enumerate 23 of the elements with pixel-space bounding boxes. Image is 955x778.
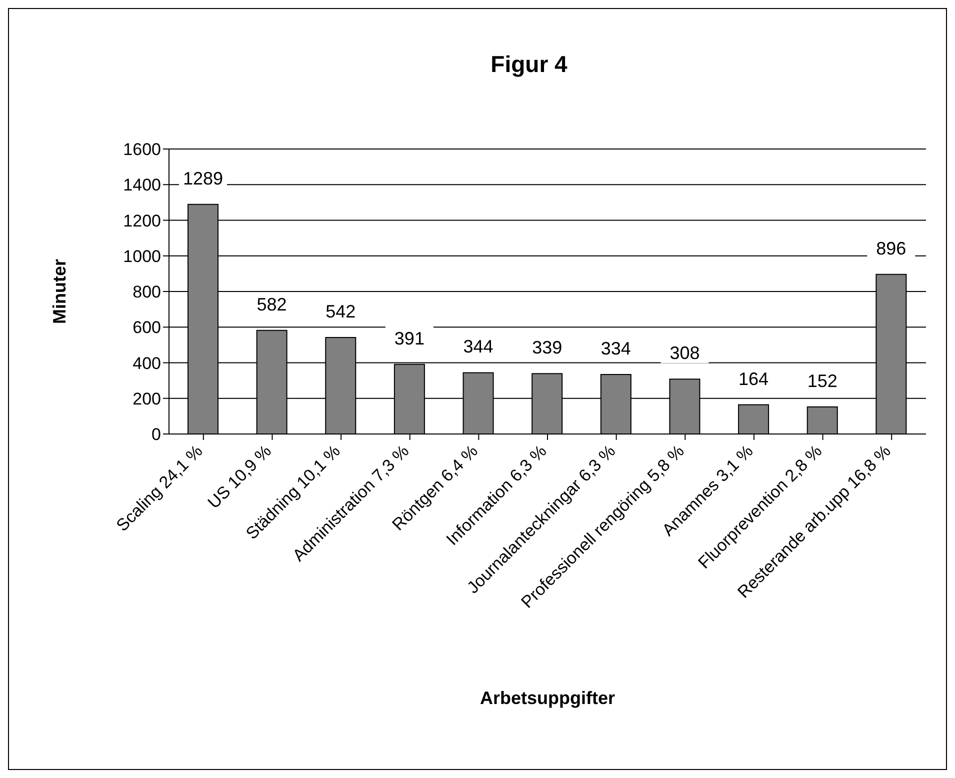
data-label: 542 <box>326 301 356 322</box>
data-label: 334 <box>600 338 631 359</box>
data-label: 391 <box>394 328 424 348</box>
data-label: 344 <box>463 336 494 357</box>
data-label: 1289 <box>182 168 224 188</box>
y-tick-label: 400 <box>132 354 161 373</box>
y-tick-label: 1600 <box>123 140 161 160</box>
data-label: 152 <box>807 370 838 391</box>
x-axis-title: Arbetsuppgifter <box>480 688 615 708</box>
data-label: 582 <box>256 294 287 314</box>
data-label: 164 <box>738 368 769 389</box>
y-tick-label: 0 <box>152 425 161 444</box>
y-axis-title: Minuter <box>49 259 70 324</box>
y-tick-label: 200 <box>132 389 161 408</box>
y-tick-label: 600 <box>132 318 161 338</box>
chart-title: Figur 4 <box>490 51 568 78</box>
data-label: 896 <box>876 238 906 258</box>
y-tick-label: 1000 <box>123 246 161 266</box>
y-tick-label: 1200 <box>123 211 161 230</box>
data-label: 339 <box>532 338 562 358</box>
data-label: 308 <box>670 343 700 364</box>
y-tick-label: 800 <box>132 282 161 302</box>
y-tick-label: 1400 <box>123 176 161 195</box>
